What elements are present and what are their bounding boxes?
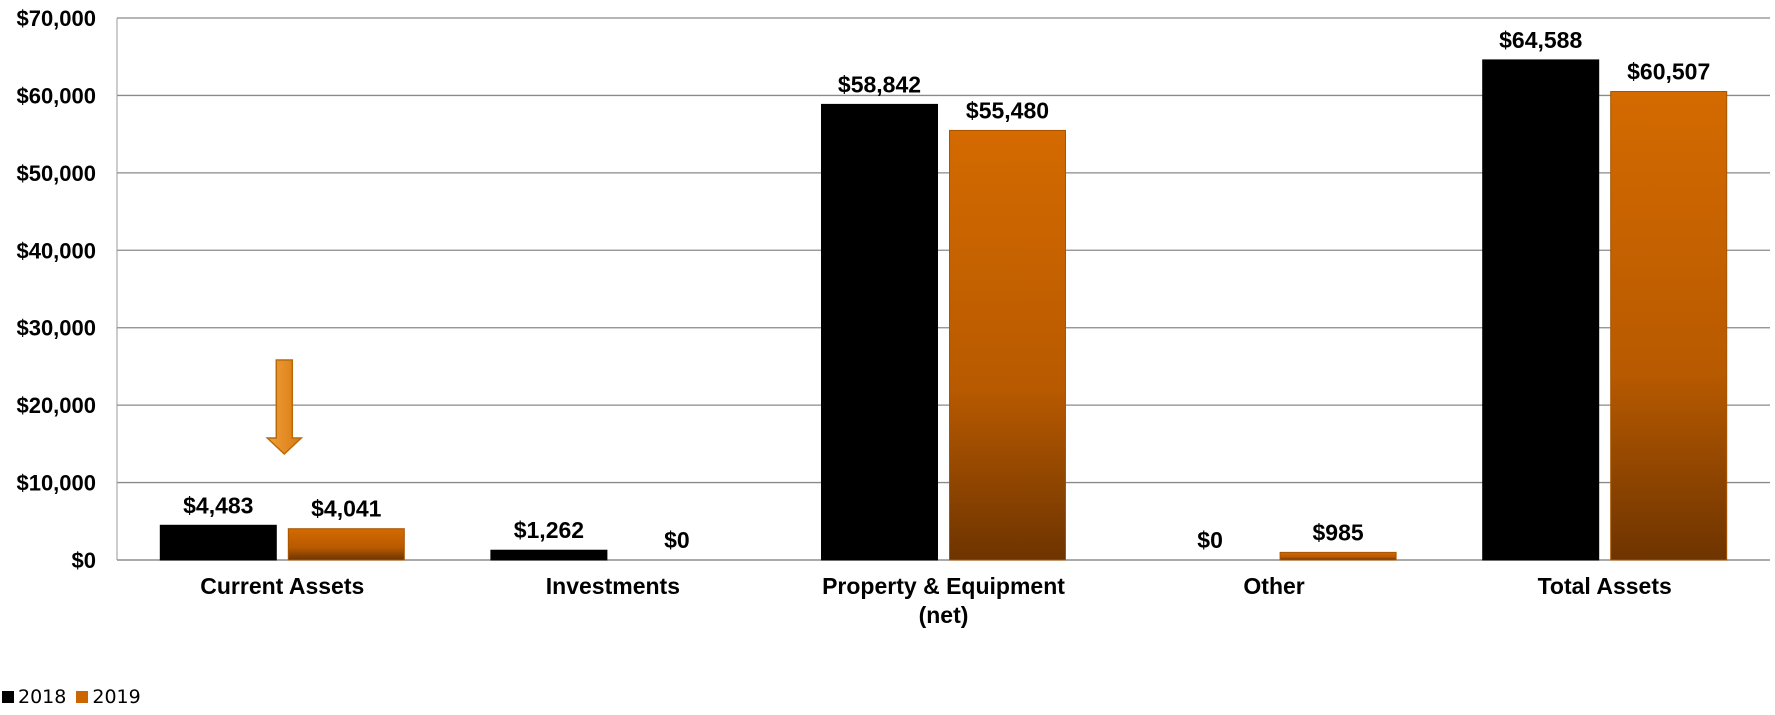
data-label: $4,041 [311,496,382,522]
data-label: $64,588 [1499,27,1582,53]
y-axis-tick-labels: $0 $10,000 $20,000 $30,000 $40,000 $50,000 $60… [16,6,96,573]
y-tick-label: $10,000 [16,471,96,496]
y-tick-label: $0 [72,548,96,573]
x-category-label: (net) [919,602,969,628]
legend-item-2018: 2018 [2,686,66,708]
bar-2019-property-equipment-net- [949,129,1066,561]
bar-2018-total-assets [1482,59,1600,561]
data-label: $0 [1197,527,1223,553]
x-category-label: Property & Equipment [822,573,1065,599]
legend: 2018 2019 [2,686,151,708]
bar-2019-current-assets [287,528,405,561]
y-tick-label: $50,000 [16,161,96,186]
data-label: $55,480 [966,97,1049,123]
bar-2019-other [1279,551,1397,561]
legend-swatch-2018 [2,691,14,703]
x-category-label: Total Assets [1538,573,1672,599]
bars [159,59,1728,561]
y-tick-label: $30,000 [16,316,96,341]
bar-2019-total-assets [1610,91,1728,561]
bar-2018-investments [490,549,608,561]
annotations [265,359,304,456]
y-tick-label: $60,000 [16,83,96,108]
data-label: $1,262 [514,517,584,543]
y-tick-label: $20,000 [16,393,96,418]
x-axis-category-labels: Current Assets Investments Property & Equi… [200,573,1672,628]
x-category-label: Investments [546,573,680,599]
legend-item-2019: 2019 [76,686,141,708]
data-label: $0 [664,527,690,553]
legend-label-2018: 2018 [18,686,67,708]
legend-swatch-2019 [76,691,89,703]
legend-label-2019: 2019 [92,686,141,708]
data-label: $985 [1313,519,1364,545]
y-tick-label: $40,000 [16,238,96,263]
x-category-label: Other [1243,573,1304,599]
down-arrow-icon [265,359,304,456]
bar-2018-property-equipment-net- [821,103,938,561]
y-tick-label: $70,000 [16,6,96,31]
data-labels: $4,483 $4,041 $1,262 $0 $58,842 $55,480 $0 $985… [183,27,1710,553]
data-label: $4,483 [183,492,253,518]
gridlines [116,17,1770,561]
bar-2018-current-assets [159,524,277,561]
data-label: $58,842 [838,71,921,97]
data-label: $60,507 [1627,59,1710,85]
x-category-label: Current Assets [200,573,364,599]
